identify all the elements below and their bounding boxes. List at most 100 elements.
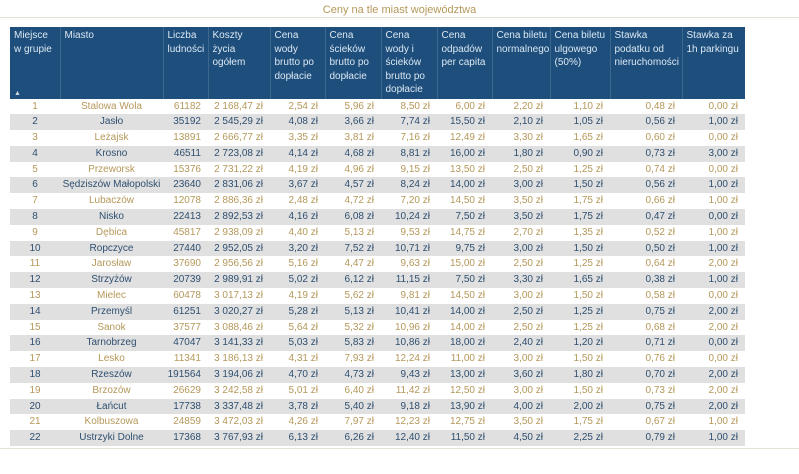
cell-liczba-ludnosci: 22413 bbox=[173, 211, 201, 223]
column-header-cena-odpadow[interactable]: Cena odpadów per capita bbox=[437, 27, 493, 99]
cell-liczba-ludnosci: 13891 bbox=[173, 132, 201, 144]
cell-miejsce: 14 bbox=[29, 305, 41, 317]
column-header-miasto[interactable]: Miasto bbox=[60, 27, 164, 99]
cell-miejsce: 1 bbox=[32, 100, 38, 112]
cell-cena-odpadow: 14,00 zł bbox=[449, 321, 485, 333]
cell-koszty-zycia: 2 723,08 zł bbox=[214, 147, 263, 159]
table-row[interactable]: 6 Sędziszów Małopolski 23640 2 831,06 zł 3,6… bbox=[10, 177, 745, 194]
table-row[interactable]: 16 Tarnobrzeg 47047 3 141,33 zł 5,03 zł 5,83 … bbox=[10, 335, 745, 352]
table-row[interactable]: 10 Ropczyce 27440 2 952,05 zł 3,20 zł 7,52 zł… bbox=[10, 240, 745, 257]
cell-liczba-ludnosci: 11341 bbox=[173, 353, 201, 365]
sort-ascending-icon: ▲ bbox=[14, 89, 21, 97]
cell-parking: 2,00 zł bbox=[708, 258, 738, 270]
cell-miasto: Jasło bbox=[99, 116, 124, 128]
cell-koszty-zycia: 2 989,91 zł bbox=[214, 274, 263, 286]
cell-parking: 2,00 zł bbox=[708, 321, 738, 333]
cell-cena-odpadow: 11,50 zł bbox=[450, 432, 485, 444]
cell-cena-sciekow: 5,13 zł bbox=[344, 226, 374, 238]
cell-miasto: Ustrzyki Dolne bbox=[79, 432, 144, 444]
cell-liczba-ludnosci: 17368 bbox=[173, 432, 201, 444]
cell-cena-sciekow: 5,32 zł bbox=[344, 321, 374, 333]
cell-koszty-zycia: 2 938,09 zł bbox=[214, 226, 263, 238]
cell-bilet-normalny: 1,80 zł bbox=[513, 147, 543, 159]
table-row[interactable]: 11 Jarosław 37690 2 956,56 zł 5,16 zł 4,47 zł… bbox=[10, 256, 745, 273]
cell-cena-sciekow: 7,93 zł bbox=[344, 353, 374, 365]
column-header-bilet-ulgowy[interactable]: Cena biletu ulgowego (50%) bbox=[550, 27, 611, 99]
cell-bilet-normalny: 3,50 zł bbox=[513, 416, 543, 428]
column-header-miejsce[interactable]: Miejsce w grupie ▲ bbox=[10, 27, 61, 99]
cell-bilet-normalny: 2,50 zł bbox=[513, 163, 543, 175]
cell-liczba-ludnosci: 23640 bbox=[173, 179, 201, 191]
cell-cena-sciekow: 4,72 zł bbox=[344, 195, 374, 207]
table-row[interactable]: 1 Stalowa Wola 61182 2 168,47 zł 2,54 zł 5,96… bbox=[10, 98, 745, 115]
column-header-cena-sciekow[interactable]: Cena ścieków brutto po dopłacie bbox=[325, 27, 382, 99]
column-header-bilet-normalny[interactable]: Cena biletu normalnego bbox=[492, 27, 551, 99]
table-row[interactable]: 12 Strzyżów 20739 2 989,91 zł 5,02 zł 6,12 zł… bbox=[10, 272, 745, 289]
cell-cena-sciekow: 6,26 zł bbox=[344, 432, 374, 444]
column-header-cena-wody-i-sciekow[interactable]: Cena wody i ścieków brutto po dopłacie bbox=[381, 27, 438, 99]
cell-miejsce: 10 bbox=[29, 242, 41, 254]
table-row[interactable]: 17 Lesko 11341 3 186,13 zł 4,31 zł 7,93 zł 12,… bbox=[10, 351, 745, 368]
cell-podatek-nieruchomosci: 0,79 zł bbox=[645, 432, 675, 444]
cell-cena-odpadow: 11,00 zł bbox=[450, 353, 485, 365]
cell-parking: 1,00 zł bbox=[708, 242, 738, 254]
table-row[interactable]: 5 Przeworsk 15376 2 731,22 zł 4,19 zł 4,96 zł… bbox=[10, 161, 745, 178]
cell-bilet-ulgowy: 1,25 zł bbox=[573, 321, 603, 333]
table-row[interactable]: 13 Mielec 60478 3 017,13 zł 4,19 zł 5,62 zł 9,… bbox=[10, 288, 745, 304]
table-row[interactable]: 8 Nisko 22413 2 892,53 zł 4,16 zł 6,08 zł 10,2… bbox=[10, 209, 745, 225]
cell-bilet-ulgowy: 0,90 zł bbox=[573, 147, 603, 159]
cell-miasto: Krosno bbox=[95, 147, 128, 159]
cell-bilet-normalny: 2,10 zł bbox=[513, 116, 543, 128]
table-row[interactable]: 9 Dębica 45817 2 938,09 zł 4,40 zł 5,13 zł 9,5… bbox=[10, 224, 745, 241]
cell-bilet-normalny: 3,00 zł bbox=[513, 353, 543, 365]
table-row[interactable]: 20 Łańcut 17738 3 337,48 zł 3,78 zł 5,40 zł 9,… bbox=[10, 398, 745, 415]
cell-parking: 1,00 zł bbox=[708, 116, 738, 128]
cell-miejsce: 8 bbox=[32, 211, 38, 223]
cell-cena-wody-i-sciekow: 9,18 zł bbox=[400, 400, 430, 412]
cell-miasto: Brzozów bbox=[92, 384, 131, 396]
table-row[interactable]: 18 Rzeszów 191564 3 194,06 zł 4,70 zł 4,73 zł… bbox=[10, 367, 745, 383]
table-row[interactable]: 4 Krosno 46511 2 723,08 zł 4,14 zł 4,68 zł 8,8… bbox=[10, 145, 745, 162]
cell-cena-wody: 4,16 zł bbox=[288, 211, 318, 223]
column-header-liczba-ludnosci[interactable]: Liczba ludności bbox=[163, 27, 209, 99]
column-header-cena-wody[interactable]: Cena wody brutto po dopłacie bbox=[270, 27, 326, 99]
column-header-parking[interactable]: Stawka za 1h parkingu bbox=[682, 27, 745, 99]
table-row[interactable]: 15 Sanok 37577 3 088,46 zł 5,64 zł 5,32 zł 10,… bbox=[10, 319, 745, 336]
cell-parking: 3,00 zł bbox=[708, 147, 738, 159]
cell-cena-sciekow: 5,40 zł bbox=[344, 400, 374, 412]
cell-cena-wody-i-sciekow: 12,23 zł bbox=[394, 416, 430, 428]
table-row[interactable]: 21 Kolbuszowa 24859 3 472,03 zł 4,26 zł 7,97 … bbox=[10, 414, 745, 431]
cell-miasto: Sanok bbox=[97, 321, 126, 333]
cell-cena-wody: 2,48 zł bbox=[288, 195, 318, 207]
cell-bilet-normalny: 3,00 zł bbox=[513, 290, 543, 302]
cell-miejsce: 3 bbox=[32, 132, 38, 144]
table-row[interactable]: 22 Ustrzyki Dolne 17368 3 767,93 zł 6,13 zł 6… bbox=[10, 430, 745, 447]
cell-cena-wody: 3,78 zł bbox=[288, 400, 318, 412]
cell-parking: 0,00 zł bbox=[708, 211, 738, 223]
cell-miasto: Nisko bbox=[98, 211, 124, 223]
cell-bilet-ulgowy: 1,25 zł bbox=[573, 163, 603, 175]
cell-bilet-ulgowy: 1,50 zł bbox=[573, 290, 603, 302]
column-header-koszty-zycia[interactable]: Koszty życia ogółem bbox=[208, 27, 271, 99]
cell-koszty-zycia: 2 952,05 zł bbox=[214, 242, 263, 254]
cell-podatek-nieruchomosci: 0,73 zł bbox=[645, 384, 675, 396]
cell-cena-wody: 4,40 zł bbox=[288, 226, 318, 238]
cell-cena-odpadow: 18,00 zł bbox=[449, 337, 485, 349]
table-row[interactable]: 3 Leżajsk 13891 2 666,77 zł 3,35 zł 3,81 zł 7,… bbox=[10, 130, 745, 146]
column-header-podatek-nieruchomosci[interactable]: Stawka podatku od nieruchomości bbox=[610, 27, 683, 99]
cell-bilet-ulgowy: 1,35 zł bbox=[573, 226, 603, 238]
cell-koszty-zycia: 3 337,48 zł bbox=[214, 400, 263, 412]
cell-bilet-ulgowy: 2,00 zł bbox=[573, 400, 603, 412]
table-row[interactable]: 7 Lubaczów 12078 2 886,36 zł 2,48 zł 4,72 zł 7… bbox=[10, 193, 745, 210]
table-row[interactable]: 14 Przemyśl 61251 3 020,27 zł 5,28 zł 5,13 zł… bbox=[10, 303, 745, 320]
cell-bilet-ulgowy: 1,10 zł bbox=[573, 100, 603, 112]
cell-koszty-zycia: 2 886,36 zł bbox=[214, 195, 263, 207]
cell-cena-odpadow: 14,00 zł bbox=[449, 179, 485, 191]
cell-parking: 1,00 zł bbox=[708, 226, 738, 238]
cell-cena-wody: 5,16 zł bbox=[288, 258, 318, 270]
cell-liczba-ludnosci: 61251 bbox=[173, 305, 201, 317]
cell-parking: 0,00 zł bbox=[708, 353, 738, 365]
cell-cena-odpadow: 14,50 zł bbox=[449, 290, 485, 302]
table-row[interactable]: 2 Jasło 35192 2 545,29 zł 4,08 zł 3,66 zł 7,74… bbox=[10, 114, 745, 131]
table-row[interactable]: 19 Brzozów 26629 3 242,58 zł 5,01 zł 6,40 zł 1… bbox=[10, 382, 745, 399]
